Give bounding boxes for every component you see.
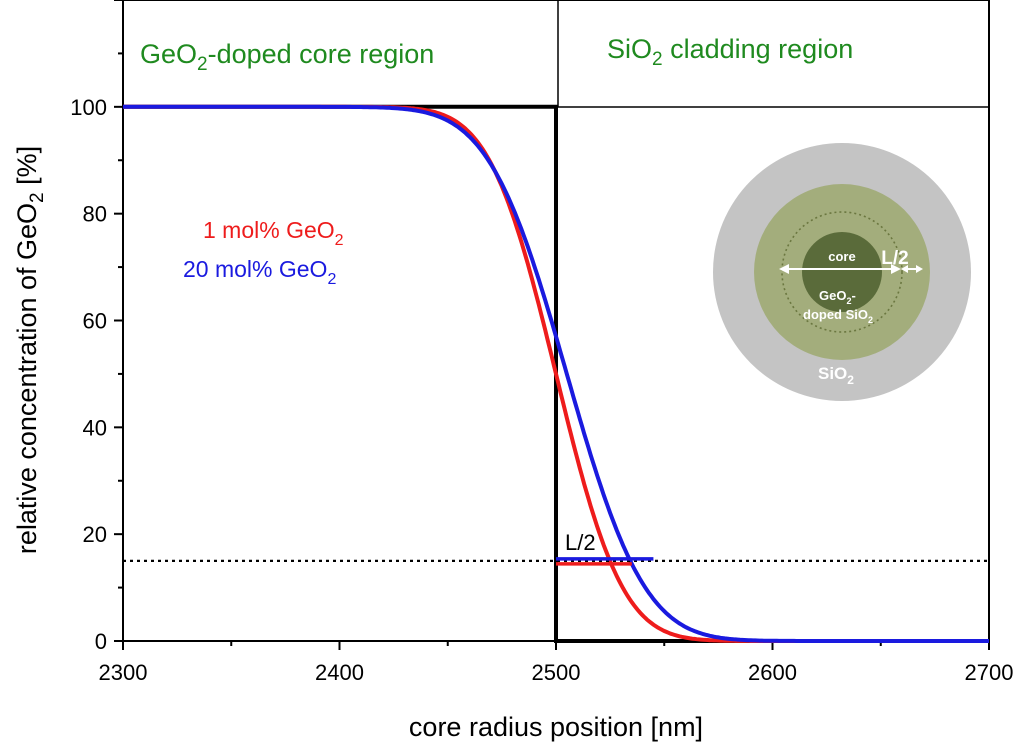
l-half-arrow-head-left [901, 265, 908, 273]
x-axis: 2300 2400 2500 2600 2700 [99, 641, 1014, 685]
x-tick-label: 2500 [532, 660, 581, 685]
l-half-arrow-head-right [916, 265, 923, 273]
inset-doped-label-line1: GeO2- [819, 288, 856, 306]
y-axis: 0 20 40 60 80 100 [70, 0, 123, 654]
cladding-region-label: SiO2 cladding region [607, 34, 853, 70]
y-axis-title: relative concentration of GeO2 [%] [12, 146, 48, 554]
arrow-head-right [891, 264, 901, 274]
inset-sio2-label: SiO2 [818, 364, 854, 387]
fiber-cross-section-inset: core L/2 GeO2- doped SiO2 SiO2 [713, 143, 971, 401]
x-tick-label: 2700 [965, 660, 1014, 685]
y-tick-label: 20 [83, 522, 107, 547]
legend-item-1mol: 1 mol% GeO2 [203, 217, 344, 249]
core-region-label: GeO2-doped core region [140, 39, 434, 75]
x-tick-label: 2600 [748, 660, 797, 685]
x-tick-label: 2400 [315, 660, 364, 685]
dotted-boundary-circle [781, 211, 903, 333]
series-20mol-line [123, 104, 989, 643]
y-tick-label: 100 [70, 95, 107, 120]
x-axis-title: core radius position [nm] [409, 712, 703, 742]
inset-core-label: core [828, 249, 855, 264]
inset-l-half-label: L/2 [881, 248, 908, 269]
y-tick-label: 0 [95, 629, 107, 654]
core-circle [802, 232, 882, 312]
y-tick-label: 40 [83, 415, 107, 440]
y-tick-label: 80 [83, 202, 107, 227]
arrow-head-left [779, 264, 789, 274]
x-tick-label: 2300 [99, 660, 148, 685]
y-tick-label: 60 [83, 309, 107, 334]
legend-item-20mol: 20 mol% GeO2 [183, 256, 336, 288]
l-half-label: L/2 [565, 530, 596, 555]
inset-doped-label-line2: doped SiO2 [803, 307, 873, 325]
